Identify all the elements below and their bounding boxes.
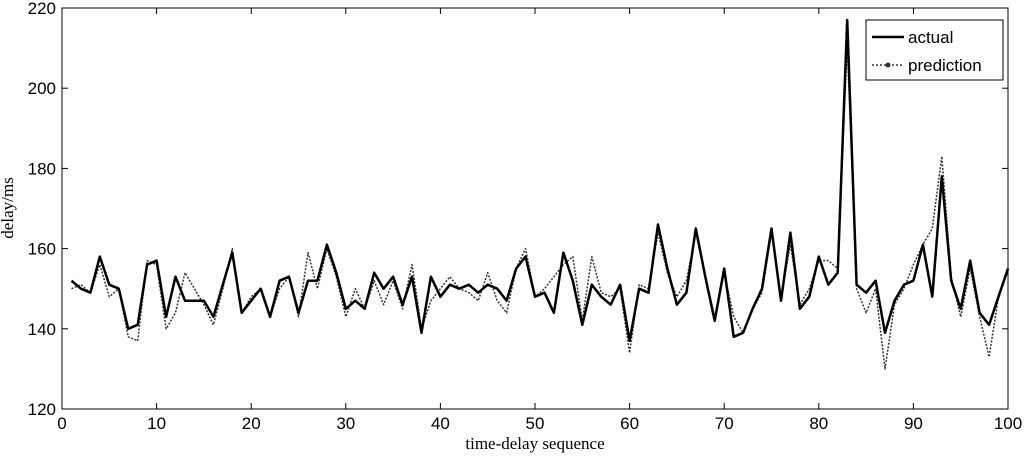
x-tick-label: 0 — [57, 414, 66, 433]
x-tick-label: 10 — [147, 414, 166, 433]
x-tick-label: 60 — [620, 414, 639, 433]
legend-actual-label: actual — [908, 28, 953, 47]
x-tick-label: 100 — [994, 414, 1022, 433]
y-tick-label: 140 — [28, 320, 56, 339]
x-tick-label: 90 — [904, 414, 923, 433]
y-axis-label: delay/ms — [0, 177, 17, 238]
legend: actual prediction — [865, 19, 1004, 81]
y-tick-label: 220 — [28, 0, 56, 18]
legend-box — [865, 19, 1004, 81]
x-tick-label: 70 — [715, 414, 734, 433]
y-tick-label: 200 — [28, 79, 56, 98]
x-tick-label: 20 — [242, 414, 261, 433]
x-tick-label: 80 — [809, 414, 828, 433]
x-tick-label: 40 — [431, 414, 450, 433]
x-tick-label: 50 — [526, 414, 545, 433]
x-axis-label: time-delay sequence — [465, 434, 604, 453]
y-tick-label: 120 — [28, 400, 56, 419]
x-tick-label: 30 — [336, 414, 355, 433]
series-group — [70, 18, 1010, 370]
axis-ticks: 0 10 20 30 40 50 60 70 80 90 100 120 140 160 180 200 220 — [28, 0, 1023, 433]
legend-prediction-marker — [885, 62, 891, 68]
series-line-prediction — [71, 43, 1009, 370]
legend-prediction-label: prediction — [908, 56, 982, 75]
y-tick-label: 160 — [28, 240, 56, 259]
y-tick-label: 180 — [28, 159, 56, 178]
series-line-actual — [70, 18, 1010, 343]
